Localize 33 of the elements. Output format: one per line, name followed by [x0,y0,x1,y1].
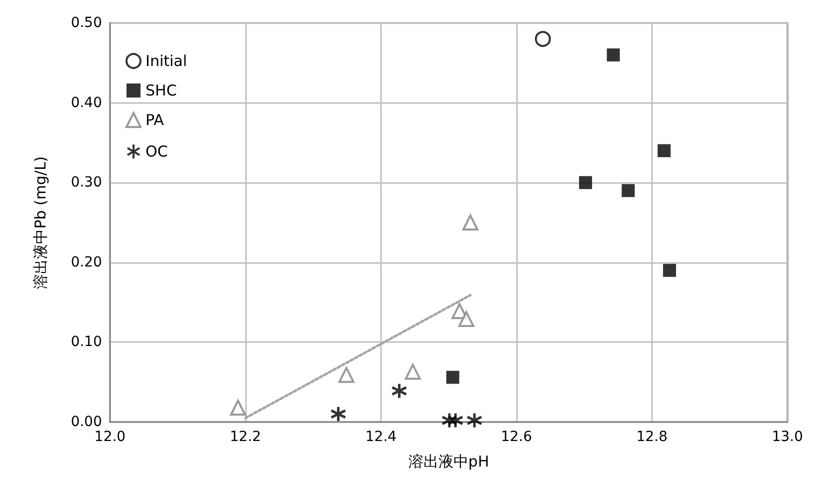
point [622,184,635,198]
y-tick-label: 0.50 [70,15,102,31]
legend-label: PA [146,111,165,129]
point [663,264,676,277]
point [534,30,551,47]
point [658,144,671,158]
x-tick-label: 12.2 [230,429,262,445]
x-tick-label: 12.4 [365,429,397,445]
y-tick-label: 0.10 [70,334,102,350]
y-tick-label: 0.40 [70,94,102,111]
y-tick-label: 0.00 [70,414,102,430]
legend-label: OC [146,142,168,160]
point [230,400,246,416]
point [446,370,460,384]
point [391,382,408,400]
x-tick-label: 13.0 [772,429,803,445]
y-tick-label: 0.30 [70,174,102,191]
point [606,48,620,62]
point [404,364,421,380]
legend-label: SHC [146,82,177,100]
x-tick-label: 12.8 [636,429,668,445]
y-tick-label: 0.20 [70,254,102,270]
point [338,366,354,383]
point [330,406,347,422]
point [462,214,478,230]
x-tick-label: 12.0 [94,429,126,445]
x-axis-title: 溶出液中pH [408,452,490,470]
legend-label: Initial [146,52,188,70]
y-axis-title: 溶出液中Pb (mg/L) [32,156,50,289]
point [458,311,474,328]
x-tick-label: 12.6 [500,429,532,445]
point [579,176,592,190]
point [466,412,483,429]
